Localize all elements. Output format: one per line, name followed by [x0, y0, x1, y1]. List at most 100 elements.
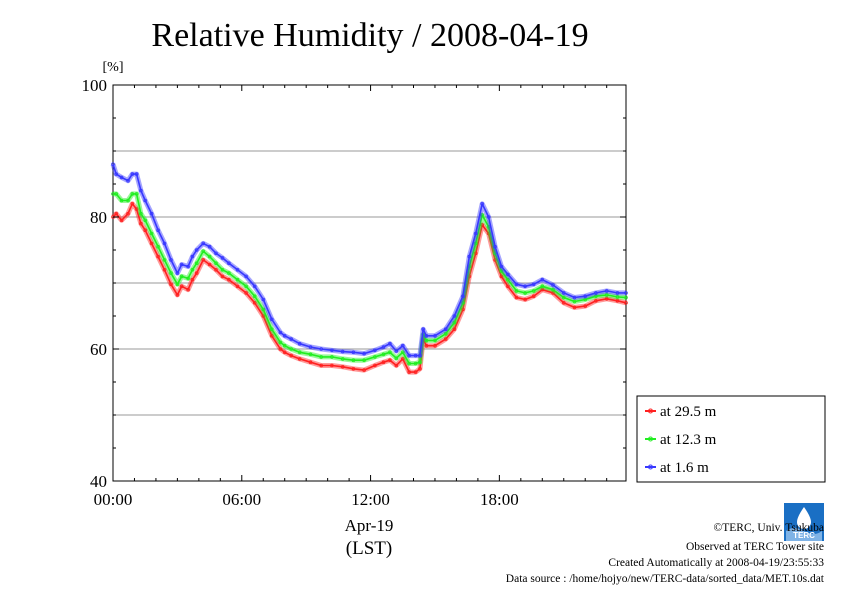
series-point [162, 241, 167, 246]
x-axis-label: (LST) [346, 538, 392, 559]
series-point [473, 241, 478, 246]
series-point [381, 360, 386, 365]
logo-drop-icon [797, 507, 811, 529]
series-point [340, 364, 345, 369]
series-point [149, 241, 154, 246]
series-point [572, 299, 577, 304]
series-point [330, 355, 334, 359]
series-point [330, 363, 334, 368]
series-point [523, 291, 527, 295]
series-point [351, 350, 356, 355]
series-point [407, 353, 412, 358]
series-point [319, 347, 324, 351]
series-point [480, 213, 485, 217]
series-point [278, 340, 283, 345]
series-point [388, 358, 392, 363]
series-point [207, 244, 212, 249]
series-point [190, 254, 195, 259]
series-point [413, 353, 418, 358]
series-point [114, 172, 118, 176]
series-point [235, 277, 240, 282]
series-point [514, 282, 519, 287]
series-point [381, 345, 386, 349]
series-point [179, 284, 184, 289]
series-point [114, 192, 118, 196]
series-point [594, 291, 598, 295]
series-point [572, 295, 577, 300]
series-point [252, 294, 257, 299]
series-point [119, 175, 124, 180]
series-point [551, 287, 555, 292]
series-point [583, 294, 587, 299]
series-point [114, 211, 118, 216]
series-point [111, 162, 115, 167]
series-point [514, 295, 519, 300]
series-point [190, 267, 195, 272]
series-point [156, 228, 160, 233]
series-layer [110, 162, 628, 375]
series-point [433, 333, 437, 338]
series-point [540, 284, 545, 289]
series-point [214, 267, 218, 272]
series-point [214, 261, 218, 266]
series-line [112, 203, 627, 373]
series-point [235, 284, 240, 289]
series-point [624, 295, 628, 300]
series-point [486, 215, 491, 219]
series-point [289, 337, 294, 341]
series-point [201, 249, 206, 254]
series-point [433, 338, 437, 343]
series-point [362, 351, 366, 356]
series-point [561, 295, 566, 300]
series-0 [111, 201, 628, 375]
series-point [139, 221, 143, 226]
series-point [126, 198, 130, 203]
series-point [615, 291, 620, 295]
series-point [461, 294, 465, 299]
series-point [604, 293, 609, 297]
series-point [424, 333, 429, 338]
series-point [220, 274, 225, 279]
series-point [244, 274, 248, 279]
legend-marker [648, 464, 653, 470]
series-point [134, 207, 139, 211]
series-point [480, 223, 485, 227]
series-point [443, 337, 448, 341]
terc-logo: TERC [784, 503, 824, 541]
series-point [319, 355, 324, 359]
series-line [113, 193, 627, 365]
series-point [418, 360, 422, 365]
series-point [594, 294, 598, 299]
series-point [134, 192, 139, 196]
x-tick-label: 06:00 [222, 490, 261, 509]
series-point [604, 296, 609, 301]
series-point [149, 211, 154, 216]
series-point [194, 248, 199, 252]
legend-marker [648, 408, 653, 414]
series-point [162, 258, 167, 262]
y-tick-label: 80 [90, 208, 107, 227]
series-point [499, 264, 504, 269]
series-point [175, 282, 180, 287]
credit-line-2: Observed at TERC Tower site [686, 541, 824, 553]
series-point [119, 198, 124, 203]
series-point [297, 350, 302, 355]
series-point [523, 284, 527, 289]
series-point [373, 363, 377, 368]
y-tick-label: 100 [82, 76, 108, 95]
series-point [540, 277, 545, 282]
series-point [201, 241, 206, 246]
series-point [282, 343, 287, 348]
series-point [506, 272, 510, 277]
series-point [186, 287, 190, 292]
series-point [282, 333, 287, 338]
series-point [452, 314, 457, 318]
series-point [394, 363, 399, 368]
series-point [227, 277, 231, 282]
series-point [126, 211, 130, 216]
series-point [373, 355, 377, 359]
series-point [190, 277, 195, 282]
series-point [261, 314, 266, 318]
series-point [473, 251, 478, 256]
